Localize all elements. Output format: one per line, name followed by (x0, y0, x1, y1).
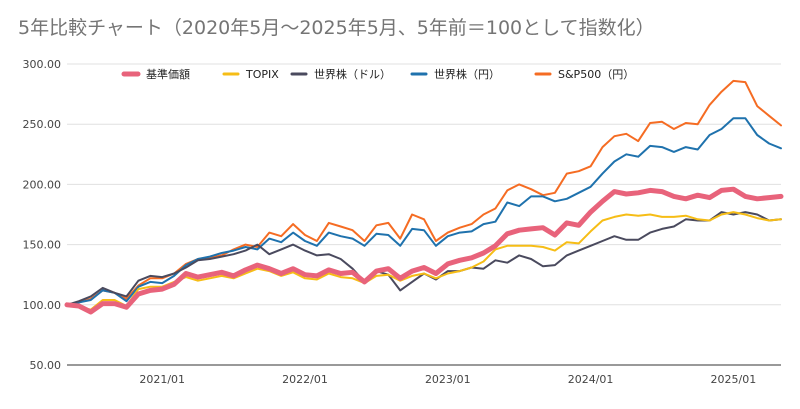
y-tick-label: 150.00 (23, 239, 62, 252)
legend-label: 世界株（ドル） (314, 67, 391, 81)
gridlines (67, 63, 781, 366)
y-tick-label: 200.00 (23, 178, 62, 191)
legend-label: 基準価額 (146, 67, 190, 81)
x-tick-label: 2025/01 (711, 373, 757, 386)
legend-label: S&P500（円） (558, 68, 634, 81)
legend-label: TOPIX (245, 68, 279, 81)
series-line-2 (66, 211, 782, 306)
legend-label: 世界株（円） (434, 67, 500, 81)
x-tick-label: 2021/01 (139, 373, 185, 386)
x-tick-label: 2022/01 (282, 373, 328, 386)
legend: 基準価額 TOPIX 世界株（ドル） 世界株（円） S&P500（円） (121, 67, 634, 81)
y-tick-label: 300.00 (23, 58, 62, 71)
series-lines (64, 79, 784, 315)
x-tick-label: 2023/01 (425, 373, 471, 386)
series-line-0 (64, 186, 784, 315)
axes: 50.00 100.00 150.00 200.00 250.00 300.00 2021/… (23, 58, 757, 386)
series-line-3 (66, 117, 782, 306)
series-line-1 (66, 211, 782, 311)
series-line-4 (66, 79, 782, 306)
y-tick-label: 50.00 (30, 359, 62, 372)
chart-title: 5年比較チャート（2020年5月〜2025年5月、5年前＝100として指数化） (18, 17, 655, 39)
x-tick-label: 2024/01 (568, 373, 614, 386)
y-tick-label: 250.00 (23, 118, 62, 131)
y-tick-label: 100.00 (23, 299, 62, 312)
